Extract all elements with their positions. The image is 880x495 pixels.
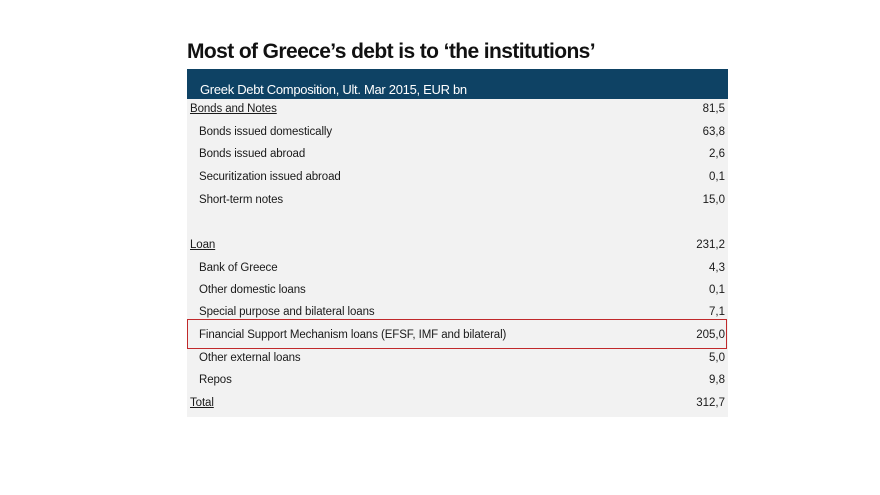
table-row-total: Total 312,7 — [187, 393, 728, 415]
row-value: 15,0 — [702, 194, 725, 206]
row-value: 231,2 — [696, 239, 725, 251]
table-row-bonds-domestic: Bonds issued domestically 63,8 — [187, 122, 728, 144]
row-label: Bonds issued domestically — [199, 126, 333, 138]
highlight-box — [187, 319, 727, 349]
row-value: 81,5 — [702, 103, 725, 115]
table-row-other-domestic-loans: Other domestic loans 0,1 — [187, 280, 728, 302]
row-value: 9,8 — [709, 374, 725, 386]
row-label: Total — [190, 397, 214, 409]
row-label: Bonds and Notes — [190, 103, 277, 115]
page-title: Most of Greece’s debt is to ‘the institu… — [187, 40, 596, 63]
table-row-bonds-and-notes: Bonds and Notes 81,5 — [187, 99, 728, 121]
row-label: Other domestic loans — [199, 284, 306, 296]
row-value: 0,1 — [709, 171, 725, 183]
table-row-special-purpose-loans: Special purpose and bilateral loans 7,1 — [187, 302, 728, 324]
table-row-loan: Loan 231,2 — [187, 235, 728, 257]
row-value: 7,1 — [709, 306, 725, 318]
table-row-financial-support-mechanism: Financial Support Mechanism loans (EFSF,… — [187, 325, 728, 347]
row-label: Bank of Greece — [199, 262, 278, 274]
row-label: Repos — [199, 374, 232, 386]
row-label: Special purpose and bilateral loans — [199, 306, 375, 318]
table-header-label: Greek Debt Composition, Ult. Mar 2015, E… — [200, 82, 467, 97]
table-row-short-term-notes: Short-term notes 15,0 — [187, 190, 728, 212]
row-value: 5,0 — [709, 352, 725, 364]
row-value: 2,6 — [709, 148, 725, 160]
table-row-securitization: Securitization issued abroad 0,1 — [187, 167, 728, 189]
row-label: Financial Support Mechanism loans (EFSF,… — [199, 329, 507, 341]
row-value: 205,0 — [696, 329, 725, 341]
row-label: Other external loans — [199, 352, 301, 364]
table-row-other-external-loans: Other external loans 5,0 — [187, 348, 728, 370]
row-label: Short-term notes — [199, 194, 284, 206]
table-row-repos: Repos 9,8 — [187, 370, 728, 392]
row-label: Loan — [190, 239, 216, 251]
table-header: Greek Debt Composition, Ult. Mar 2015, E… — [187, 69, 728, 99]
table-row-bonds-abroad: Bonds issued abroad 2,6 — [187, 144, 728, 166]
row-label: Securitization issued abroad — [199, 171, 341, 183]
row-value: 4,3 — [709, 262, 725, 274]
debt-table: Greek Debt Composition, Ult. Mar 2015, E… — [187, 69, 728, 417]
table-row-bank-of-greece: Bank of Greece 4,3 — [187, 258, 728, 280]
row-value: 63,8 — [702, 126, 725, 138]
row-value: 0,1 — [709, 284, 725, 296]
row-label: Bonds issued abroad — [199, 148, 306, 160]
row-value: 312,7 — [696, 397, 725, 409]
